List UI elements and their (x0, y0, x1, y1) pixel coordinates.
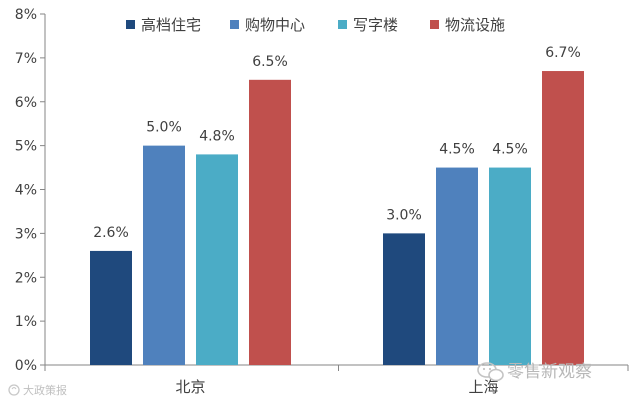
watermark: 零售新观察 大政策报 (8, 362, 592, 397)
data-label: 4.5% (439, 142, 475, 158)
data-label: 4.5% (492, 142, 528, 158)
data-label: 4.8% (199, 128, 235, 144)
legend-label: 写字楼 (353, 16, 398, 34)
bar (542, 71, 584, 365)
bar (489, 167, 531, 365)
bar (249, 79, 291, 365)
legend-label: 高档住宅 (141, 16, 201, 34)
data-label: 5.0% (146, 120, 182, 136)
data-labels-layer: 2.6% 3.0% 5.0% 4.5% 4.8% 4.5% 6.5% 6.7% (93, 45, 581, 241)
legend-swatch (126, 20, 135, 29)
legend-swatch (430, 20, 439, 29)
data-label: 2.6% (93, 225, 129, 241)
y-tick-label: 6% (15, 95, 37, 111)
legend-swatch (338, 20, 347, 29)
legend-swatch (230, 20, 239, 29)
axis-layer: 0% 1% 2% 3% 4% 5% 6% 7% 8% 北京 上海 (15, 7, 629, 396)
data-label: 6.5% (252, 54, 288, 70)
bar (143, 145, 185, 365)
legend-label: 物流设施 (445, 16, 505, 34)
bar (383, 233, 425, 365)
watermark-corner-text: 大政策报 (23, 383, 67, 397)
y-tick-label: 0% (15, 358, 37, 374)
y-tick-label: 8% (15, 7, 37, 23)
y-tick-label: 5% (15, 139, 37, 155)
corner-logo-icon (8, 384, 20, 396)
x-category-label: 北京 (175, 378, 205, 396)
x-category-label: 上海 (468, 378, 498, 396)
data-label: 6.7% (545, 45, 581, 61)
watermark-brand-text: 零售新观察 (507, 362, 592, 382)
bar (196, 154, 238, 365)
y-tick-label: 2% (15, 270, 37, 286)
bars-layer (90, 71, 584, 365)
bar (90, 250, 132, 365)
bar (436, 167, 478, 365)
y-tick-label: 1% (15, 314, 37, 330)
legend-label: 购物中心 (245, 16, 305, 34)
legend: 高档住宅 购物中心 写字楼 物流设施 (126, 16, 505, 34)
y-tick-label: 4% (15, 183, 37, 199)
wechat-icon (477, 362, 504, 382)
y-tick-label: 7% (15, 51, 37, 67)
data-label: 3.0% (386, 207, 422, 223)
y-tick-label: 3% (15, 226, 37, 242)
